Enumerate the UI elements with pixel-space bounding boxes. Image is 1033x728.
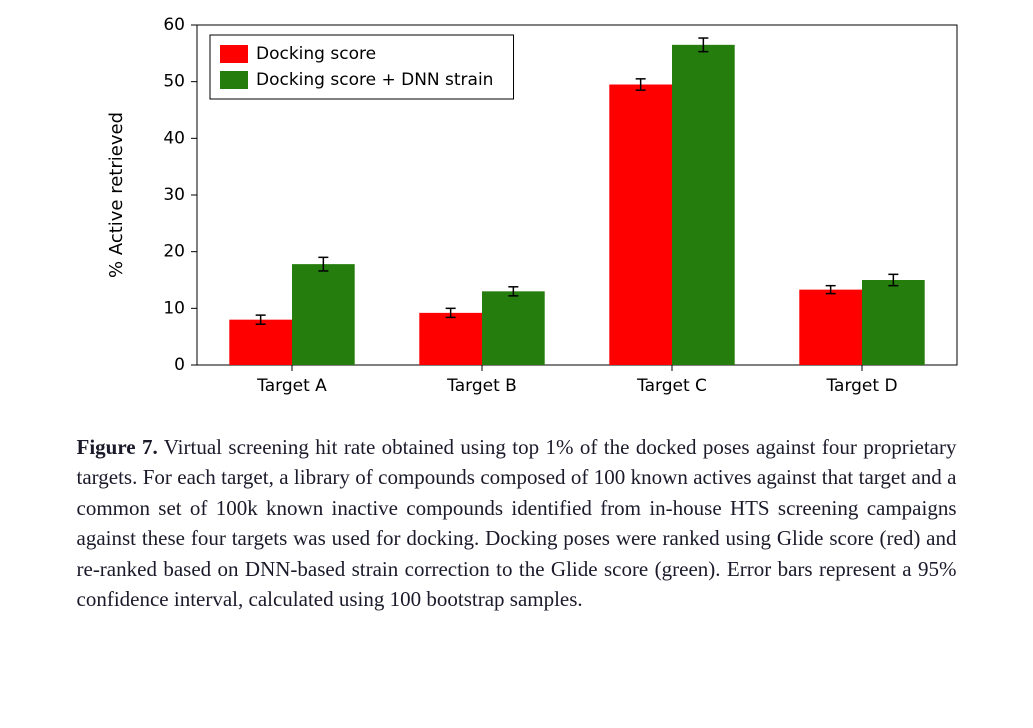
svg-text:40: 40 — [163, 128, 185, 148]
figure-caption-text: Virtual screening hit rate obtained usin… — [77, 435, 957, 611]
figure-label: Figure 7. — [77, 435, 158, 459]
chart-container: 0 10 20 30 40 50 60 % Active retrieved Target A T… — [62, 10, 972, 410]
bar — [482, 291, 545, 365]
bar — [419, 313, 482, 365]
svg-text:Docking score: Docking score — [256, 44, 376, 64]
bar — [292, 264, 355, 365]
svg-text:60: 60 — [163, 15, 185, 35]
bar — [609, 85, 672, 366]
bar — [229, 320, 292, 365]
svg-text:Target D: Target D — [825, 376, 897, 396]
svg-text:20: 20 — [163, 242, 185, 262]
bar — [672, 45, 735, 365]
svg-text:Target C: Target C — [636, 376, 707, 396]
svg-text:% Active retrieved: % Active retrieved — [106, 112, 127, 278]
svg-text:Docking score + DNN strain: Docking score + DNN strain — [256, 70, 493, 90]
svg-text:10: 10 — [163, 298, 185, 318]
svg-text:0: 0 — [174, 355, 185, 375]
bar — [862, 280, 925, 365]
svg-text:Target B: Target B — [446, 376, 517, 396]
figure-caption: Figure 7. Virtual screening hit rate obt… — [77, 432, 957, 615]
svg-text:50: 50 — [163, 72, 185, 92]
svg-text:30: 30 — [163, 185, 185, 205]
bar — [799, 290, 862, 365]
page: 0 10 20 30 40 50 60 % Active retrieved Target A T… — [0, 0, 1033, 728]
bar-chart: 0 10 20 30 40 50 60 % Active retrieved Target A T… — [62, 10, 972, 410]
svg-text:Target A: Target A — [256, 376, 327, 396]
